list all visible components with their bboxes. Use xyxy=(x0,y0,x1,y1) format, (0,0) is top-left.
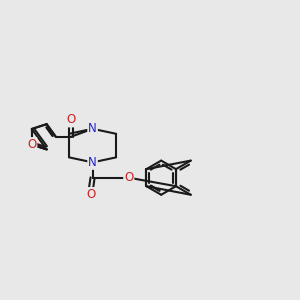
Text: N: N xyxy=(88,156,97,169)
Text: O: O xyxy=(67,113,76,127)
Text: O: O xyxy=(27,138,36,151)
Text: O: O xyxy=(86,188,95,201)
Text: N: N xyxy=(88,122,97,135)
Text: O: O xyxy=(124,171,134,184)
